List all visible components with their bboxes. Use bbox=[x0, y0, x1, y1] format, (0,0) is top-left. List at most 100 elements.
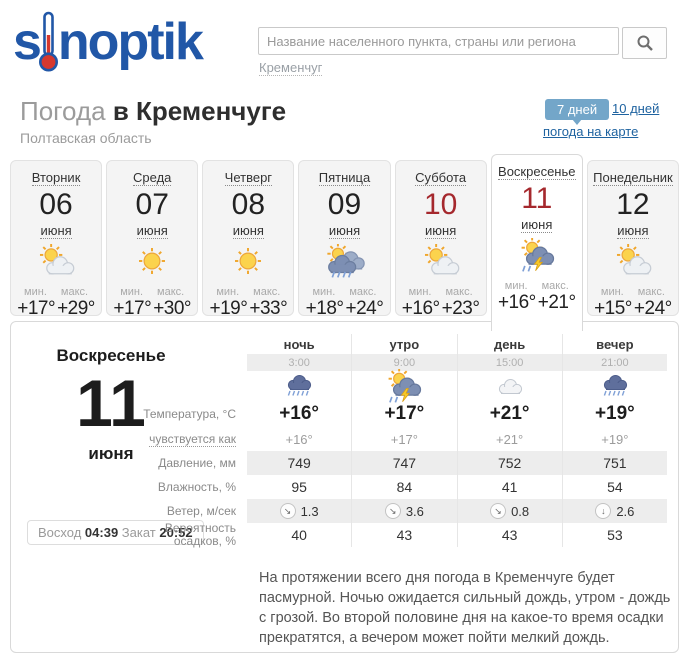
day-card-friday[interactable]: Пятница 09 июня мин. макс. +18° +24° bbox=[298, 160, 391, 319]
day-name[interactable]: Среда bbox=[133, 170, 172, 186]
feels-like-value: +16° bbox=[285, 431, 313, 447]
wind-value: 0.8 bbox=[511, 503, 530, 519]
min-temp: +17° bbox=[113, 298, 152, 319]
day-date: 12 bbox=[616, 188, 650, 221]
page-title: Погода в Кременчуге bbox=[20, 96, 286, 127]
max-temp: +24° bbox=[633, 298, 672, 319]
sunrise-time: 04:39 bbox=[84, 525, 119, 540]
part-label-day: день bbox=[456, 334, 562, 354]
min-temp: +18° bbox=[305, 298, 344, 319]
weather-icon bbox=[203, 244, 293, 284]
min-label: мин. bbox=[504, 280, 528, 292]
max-label: макс. bbox=[541, 280, 569, 292]
day-card-saturday[interactable]: Суббота 10 июня мин. макс. +16° +23° bbox=[394, 160, 487, 319]
day-name[interactable]: Вторник bbox=[31, 170, 81, 186]
humidity-value: 84 bbox=[351, 475, 456, 499]
day-cards-row: Вторник 06 июня мин. макс. +17° +29° Среда… bbox=[10, 154, 679, 331]
min-temp: +16° bbox=[497, 292, 536, 313]
feels-like-value: +21° bbox=[456, 427, 562, 451]
day-name[interactable]: Пятница bbox=[318, 170, 371, 186]
selected-day-name: Воскресенье bbox=[56, 346, 166, 365]
logo-text-noptik: noptik bbox=[57, 13, 204, 71]
tab-7-days[interactable]: 7 дней bbox=[545, 99, 610, 125]
day-name[interactable]: Суббота bbox=[415, 170, 467, 186]
day-parts-header-row: ночь утро день вечер bbox=[11, 334, 678, 354]
precipitation-value: 40 bbox=[291, 527, 307, 543]
times-row: 3:00 9:00 15:00 21:00 bbox=[11, 354, 678, 371]
humidity-label: Влажность, % bbox=[157, 480, 236, 494]
day-month[interactable]: июня bbox=[328, 223, 361, 239]
precipitation-value: 43 bbox=[351, 523, 456, 547]
day-month[interactable]: июня bbox=[136, 223, 168, 239]
day-month[interactable]: июня bbox=[40, 223, 72, 239]
day-month[interactable]: июня bbox=[617, 223, 649, 239]
max-temp: +24° bbox=[345, 298, 384, 319]
sunrise-sunset-box: Восход 04:39 Закат 20:52 bbox=[27, 520, 204, 545]
sunset-label: Закат bbox=[121, 525, 156, 540]
humidity-row: Влажность, % 95 84 41 54 bbox=[11, 475, 678, 499]
search-icon bbox=[637, 35, 653, 51]
sunrise-label: Восход bbox=[38, 525, 82, 540]
wind-value: 3.6 bbox=[405, 503, 424, 519]
wind-direction-icon: ↘ bbox=[490, 503, 507, 519]
day-description: На протяжении всего дня погода в Кременч… bbox=[259, 570, 671, 646]
max-label: макс. bbox=[157, 286, 185, 298]
day-month[interactable]: июня bbox=[521, 217, 553, 233]
page-title-light: Погода bbox=[20, 96, 106, 126]
part-time: 15:00 bbox=[456, 354, 562, 371]
day-month[interactable]: июня bbox=[425, 223, 457, 239]
weather-icon bbox=[588, 243, 678, 284]
max-temp: +21° bbox=[537, 292, 576, 313]
selected-day-date: 11 bbox=[76, 366, 146, 440]
min-label: мин. bbox=[312, 286, 336, 298]
max-label: макс. bbox=[445, 286, 473, 298]
max-temp: +29° bbox=[57, 298, 95, 319]
day-detail-panel: Воскресенье 11 июня Восход 04:39 Закат 2… bbox=[10, 321, 679, 653]
pressure-value: 751 bbox=[561, 451, 667, 475]
weather-icon-morning bbox=[351, 369, 456, 403]
part-label-morning: утро bbox=[351, 334, 456, 354]
pressure-label: Давление, мм bbox=[158, 456, 236, 470]
min-label: мин. bbox=[24, 286, 47, 298]
search-button[interactable] bbox=[622, 27, 667, 59]
day-card-tuesday[interactable]: Вторник 06 июня мин. макс. +17° +29° bbox=[10, 160, 103, 319]
icons-row bbox=[11, 369, 678, 403]
region-subtitle: Полтавская область bbox=[20, 130, 152, 146]
min-temp: +16° bbox=[401, 298, 440, 319]
search-input[interactable] bbox=[258, 27, 619, 55]
precipitation-row: Вероятность осадков, % 40 43 43 53 bbox=[11, 522, 678, 548]
day-month[interactable]: июня bbox=[232, 223, 264, 239]
feels-like-label[interactable]: чувствуется как bbox=[149, 431, 236, 447]
day-card-sunday-selected[interactable]: Воскресенье 11 июня мин. макс. +16° +21° bbox=[490, 154, 583, 331]
day-name[interactable]: Четверг bbox=[224, 170, 273, 186]
quick-city-link[interactable]: Кременчуг bbox=[259, 60, 323, 76]
thermometer-icon bbox=[38, 11, 58, 72]
day-name[interactable]: Воскресенье bbox=[498, 164, 576, 180]
day-card-thursday[interactable]: Четверг 08 июня мин. макс. +19° +33° bbox=[202, 160, 295, 319]
temperature-value: +17° bbox=[351, 401, 456, 427]
wind-direction-icon: ↓ bbox=[595, 503, 612, 519]
max-label: макс. bbox=[637, 286, 665, 298]
page-title-city: в Кременчуге bbox=[112, 96, 287, 126]
tab-10-days[interactable]: 10 дней bbox=[612, 101, 660, 116]
min-label: мин. bbox=[216, 286, 240, 298]
max-label: макс. bbox=[60, 286, 89, 298]
weather-map-link[interactable]: погода на карте bbox=[543, 124, 639, 139]
day-card-monday[interactable]: Понедельник 12 июня мин. макс. +15° +24° bbox=[586, 160, 679, 319]
sinoptik-logo[interactable]: s noptik bbox=[13, 6, 204, 78]
weather-icon bbox=[396, 243, 486, 284]
pressure-value: 747 bbox=[351, 451, 456, 475]
wind-direction-icon: ↘ bbox=[279, 503, 296, 519]
max-label: макс. bbox=[349, 286, 377, 298]
feels-like-value: +17° bbox=[351, 427, 456, 451]
temperature-row: Температура, °C +16° +17° +21° +19° bbox=[11, 401, 678, 427]
day-name[interactable]: Понедельник bbox=[593, 170, 673, 186]
day-date: 06 bbox=[39, 188, 73, 221]
part-label-night: ночь bbox=[283, 336, 315, 352]
min-label: мин. bbox=[600, 286, 624, 298]
weather-icon-day bbox=[456, 371, 562, 401]
day-date: 09 bbox=[327, 188, 362, 221]
day-card-wednesday[interactable]: Среда 07 июня мин. макс. +17° +30° bbox=[106, 160, 199, 319]
weather-icon-evening bbox=[561, 371, 667, 401]
max-label: макс. bbox=[253, 286, 281, 298]
